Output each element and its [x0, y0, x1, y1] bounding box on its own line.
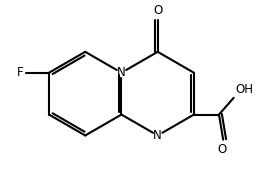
- Text: F: F: [17, 66, 24, 79]
- Text: O: O: [217, 143, 226, 156]
- Text: N: N: [153, 129, 162, 142]
- Text: OH: OH: [236, 83, 254, 96]
- Text: O: O: [153, 4, 162, 17]
- Text: N: N: [117, 66, 126, 79]
